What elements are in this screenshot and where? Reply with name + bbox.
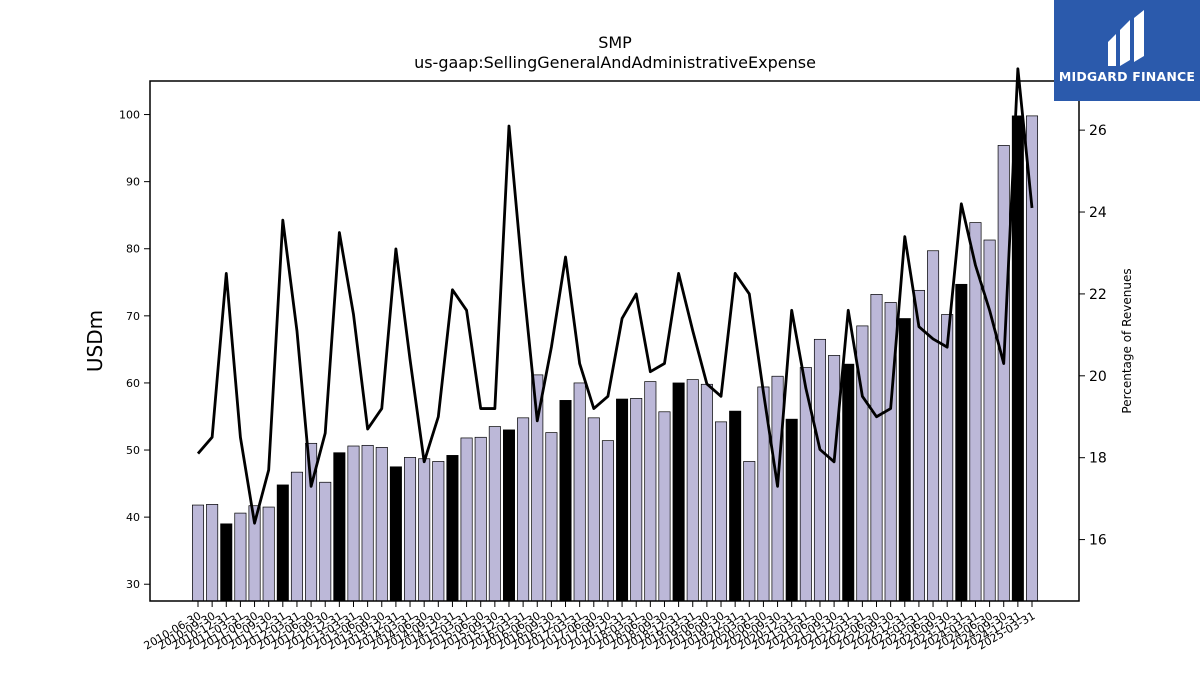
bar [828,355,841,602]
bar [743,461,756,602]
bar-series [192,115,1039,602]
bar [404,457,417,602]
bar [997,145,1010,602]
brand-badge: MIDGARD FINANCE [1054,0,1200,101]
x-axis: 2010-06-302010-09-302010-12-312011-03-31… [142,601,1038,652]
y-tick-label: 50 [126,444,140,457]
bar [375,447,388,602]
bar [418,458,431,602]
chart-title: SMP [598,33,632,52]
bar [460,437,473,602]
bar [700,383,713,602]
y-tick-label: 80 [126,243,140,256]
bar [842,363,855,602]
bar [630,398,643,602]
bar [361,444,374,602]
bar [517,417,530,602]
bar [389,466,402,602]
bar [658,411,671,602]
y2-tick-label: 16 [1089,533,1107,549]
bar [813,338,826,602]
bar [319,481,332,602]
bar [290,471,303,602]
bar [601,440,614,602]
bar [715,421,728,602]
bar [432,461,445,602]
plot-area-frame [149,80,1080,602]
chart-subtitle: us-gaap:SellingGeneralAndAdministrativeE… [414,53,816,72]
bar [955,283,968,602]
bar [587,417,600,602]
bar [771,375,784,602]
bar [347,445,360,602]
y-tick-label: 30 [126,578,140,591]
y-tick-label: 100 [119,109,140,122]
line-series [196,67,1034,525]
y-tick-label: 70 [126,310,140,323]
y2-tick-label: 24 [1089,205,1107,221]
bar [573,382,586,602]
bar [785,418,798,602]
bar [446,455,459,602]
ratio-line [196,67,1034,525]
y-tick-label: 90 [126,176,140,189]
bar [559,400,572,602]
bar [686,379,699,602]
bar [927,250,940,602]
bar [672,382,685,602]
bar [262,506,275,602]
y2-tick-label: 26 [1089,123,1107,139]
y2-tick-label: 22 [1089,287,1107,303]
bar [206,504,219,602]
bar [234,512,247,602]
bar [276,484,289,602]
bar [545,432,558,602]
bar [616,398,629,602]
bar [870,294,883,602]
bar [474,436,487,602]
bar [644,381,657,602]
bar [912,289,925,602]
y-axis-left: 30 40 50 60 70 80 90 100 [119,109,150,591]
bar [488,426,501,602]
y-axis-left-label: USDm [83,310,107,372]
brand-name: MIDGARD FINANCE [1058,69,1196,84]
y-axis-right-label: Percentage of Revenues [1120,268,1134,413]
bar [729,410,742,602]
bar [898,318,911,602]
bar [333,452,346,602]
y-axis-right: 16 18 20 22 24 26 [1079,123,1107,549]
bar [941,314,954,602]
y-tick-label: 60 [126,377,140,390]
bar [1011,115,1024,602]
bar [502,429,515,602]
y2-tick-label: 18 [1089,451,1107,467]
y-tick-label: 40 [126,511,140,524]
midgard-logo-icon [1108,10,1144,66]
y2-tick-label: 20 [1089,369,1107,385]
bar [220,523,233,602]
bar [192,504,205,602]
bar [1025,115,1039,602]
